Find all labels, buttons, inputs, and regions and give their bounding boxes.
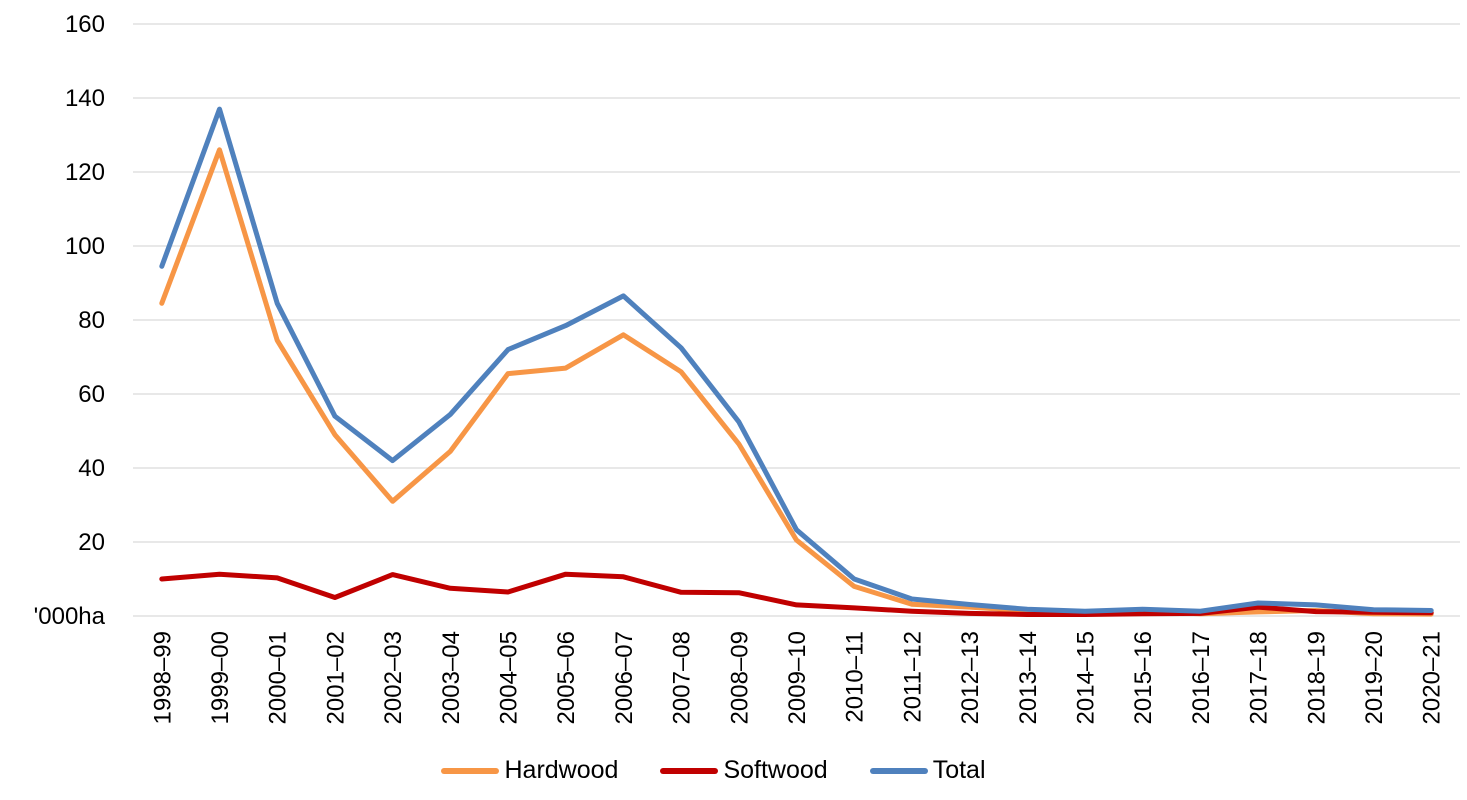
x-tick-label: 2005–06 [553,631,580,724]
x-tick-label: 2019–20 [1361,631,1388,724]
x-tick-label: 2018–19 [1303,631,1330,724]
x-tick-label: 1999–00 [207,631,234,724]
y-tick-label: 40 [78,455,105,482]
y-tick-label: 120 [65,159,105,186]
x-tick-label: 2011–12 [899,631,926,723]
x-tick-label: 2007–08 [669,631,696,724]
x-tick-label: 2015–16 [1130,631,1157,724]
y-tick-label: 80 [78,307,105,334]
y-tick-label: 100 [65,233,105,260]
x-tick-label: 2002–03 [380,631,407,724]
y-axis-unit-label: '000ha [34,603,106,630]
x-tick-label: 2001–02 [322,631,349,724]
legend-item-hardwood: Hardwood [441,756,618,785]
x-tick-label: 2009–10 [784,631,811,724]
y-tick-label: 160 [65,11,105,38]
x-tick-label: 2000–01 [265,631,292,724]
legend-item-softwood: Softwood [660,756,828,785]
legend-swatch-softwood [660,767,719,774]
legend-item-total: Total [869,756,986,785]
y-tick-label: 60 [78,381,105,408]
x-tick-label: 2017–18 [1246,631,1273,724]
legend-swatch-total [869,767,928,774]
legend-label: Hardwood [504,756,619,784]
x-tick-label: 2008–09 [726,631,753,724]
legend-label: Softwood [723,756,828,784]
x-tick-label: 1998–99 [149,631,176,724]
x-tick-label: 2006–07 [611,631,638,724]
x-tick-label: 2003–04 [438,631,465,724]
x-tick-label: 2016–17 [1188,631,1215,724]
chart-legend: Hardwood Softwood Total [0,756,1427,785]
legend-swatch-hardwood [441,767,500,774]
x-tick-label: 2010–11 [842,631,869,723]
series-line-softwood [159,571,1434,617]
series-line-hardwood [159,147,1434,617]
y-tick-label: 20 [78,529,105,556]
series-line-total [159,106,1434,614]
y-tick-label: 140 [65,85,105,112]
x-tick-label: 2014–15 [1073,631,1100,724]
legend-label: Total [932,756,986,784]
x-tick-label: 2004–05 [496,631,523,724]
x-tick-label: 2020–21 [1419,631,1446,724]
x-tick-label: 2012–13 [957,631,984,724]
x-tick-label: 2013–14 [1015,631,1042,724]
